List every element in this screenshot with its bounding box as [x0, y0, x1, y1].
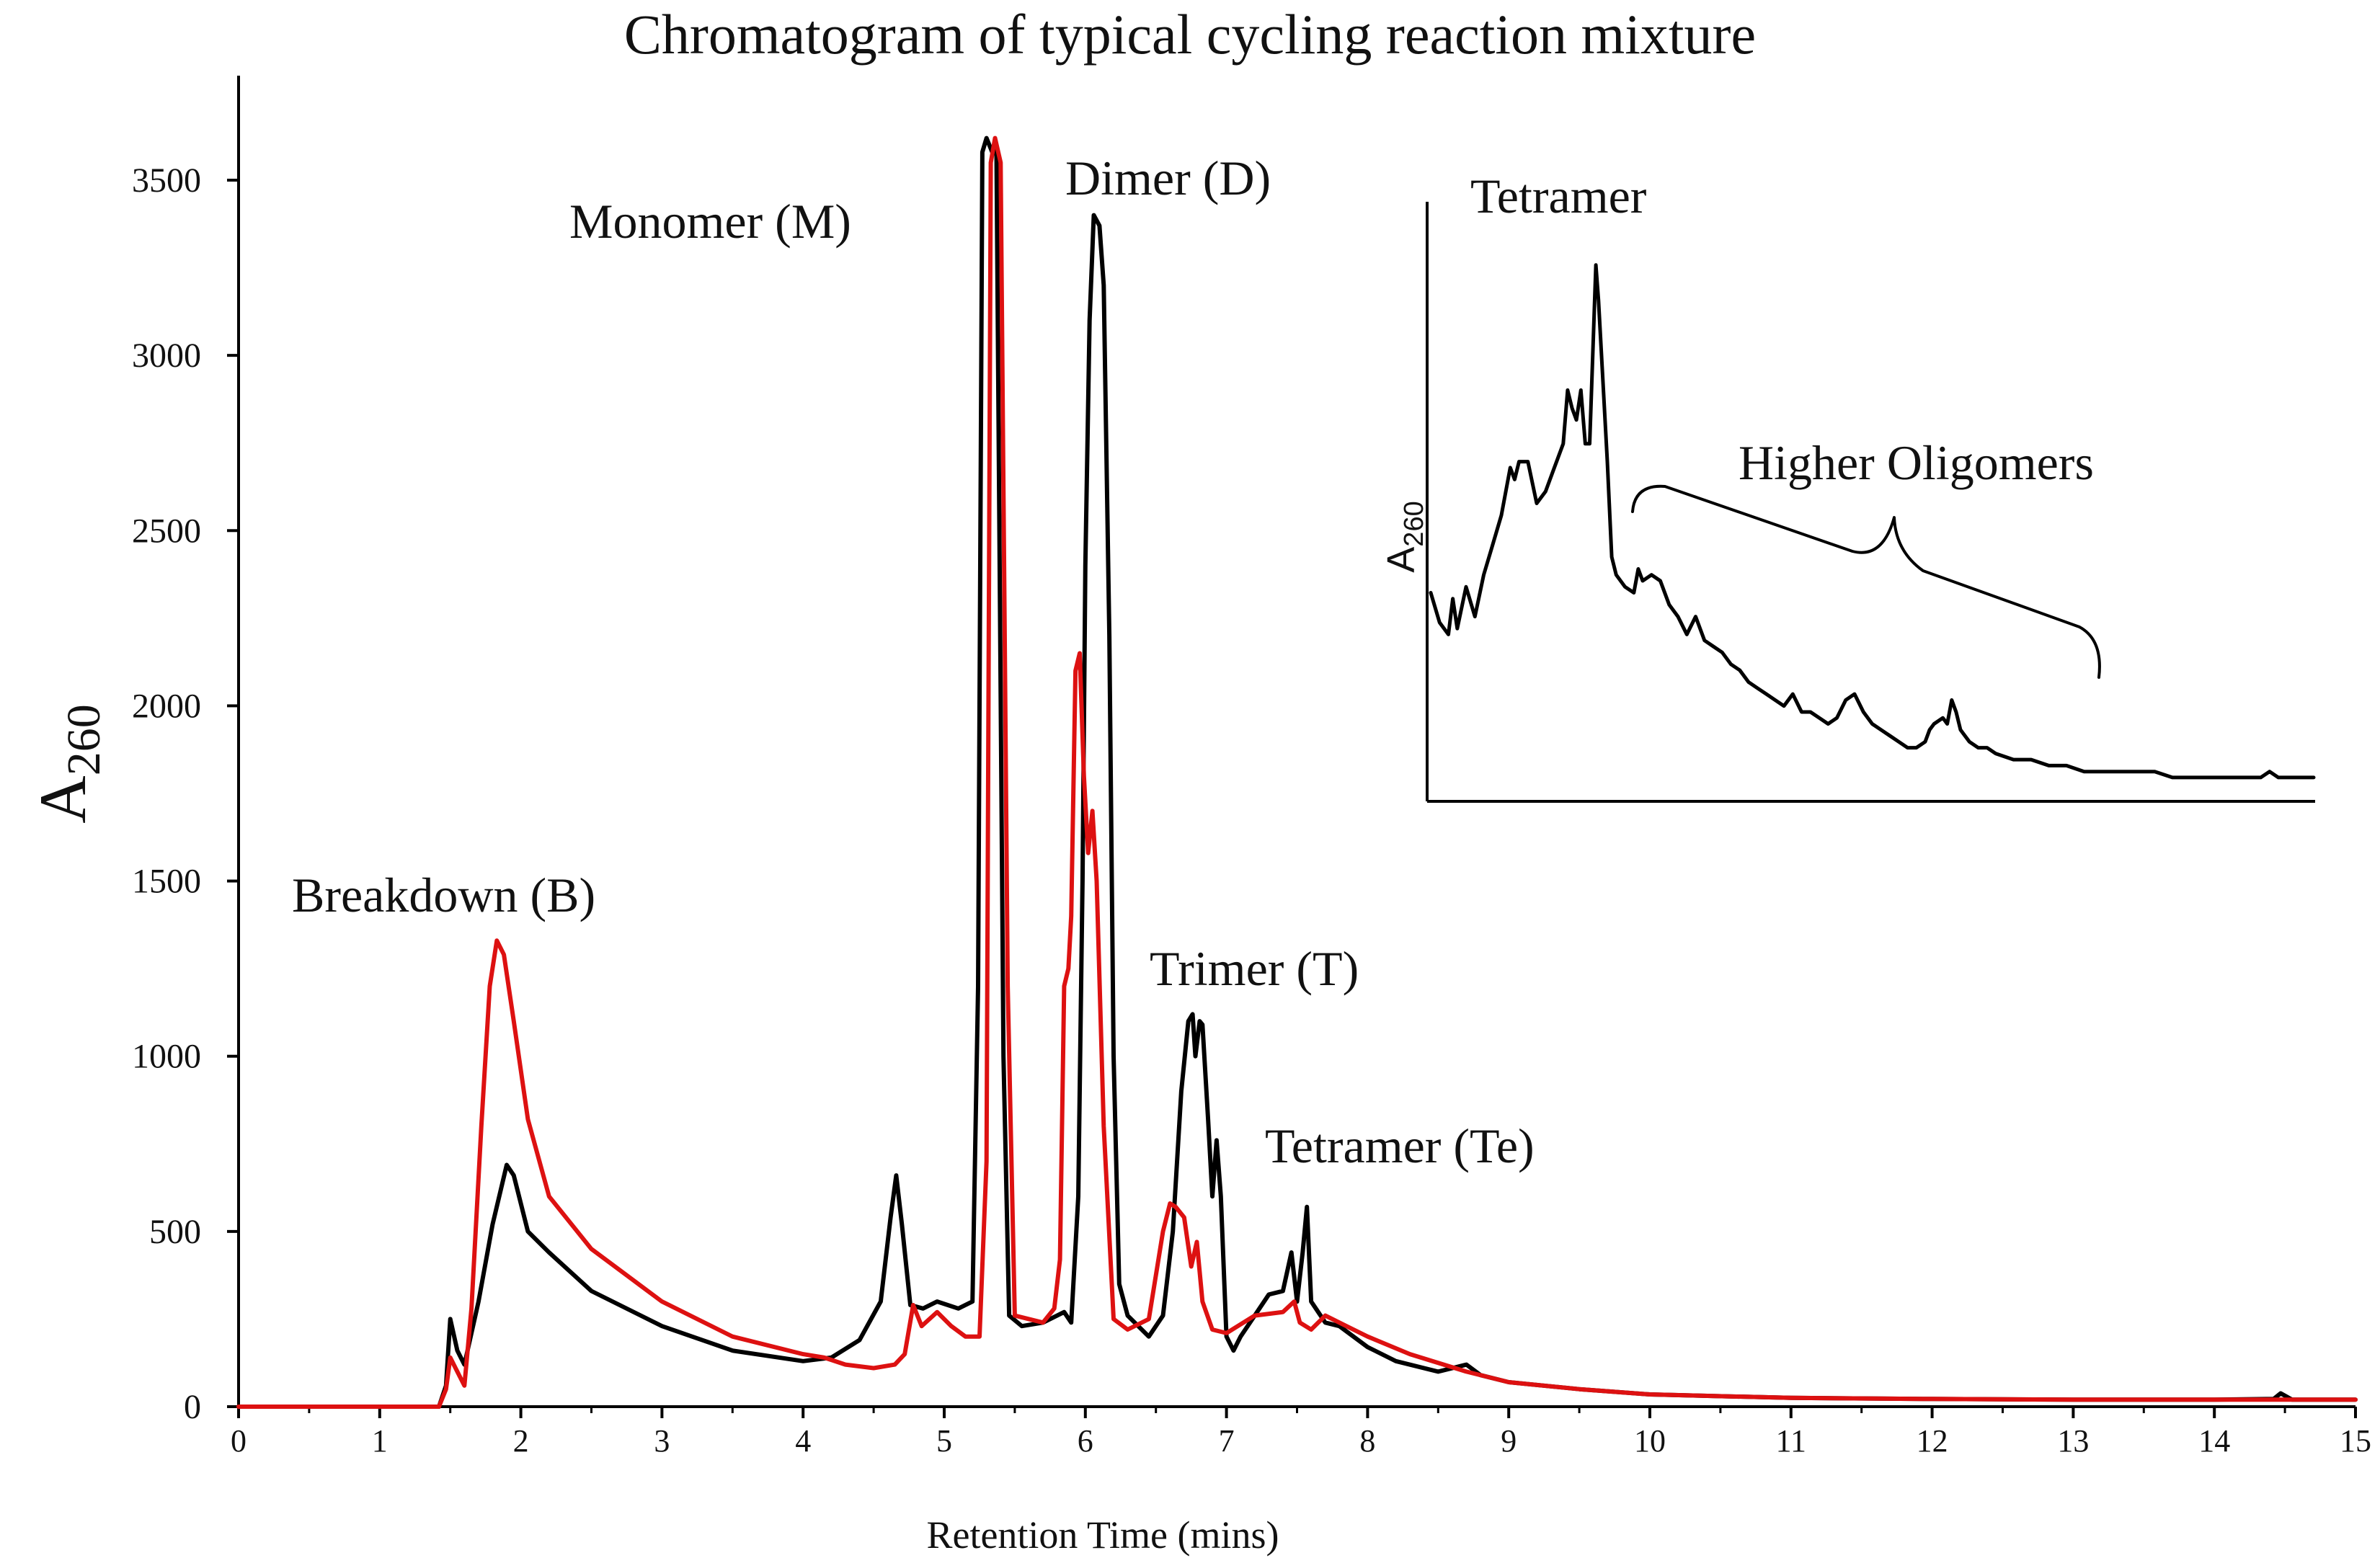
y-tick-label: 1000 — [132, 1038, 201, 1076]
inset-series-line — [1429, 263, 2316, 780]
label-breakdown: Breakdown (B) — [292, 868, 595, 922]
x-tick-label: 8 — [1359, 1423, 1375, 1459]
x-tick-label: 5 — [936, 1423, 952, 1459]
x-tick-label: 15 — [2340, 1423, 2371, 1459]
label-monomer: Monomer (M) — [569, 194, 851, 249]
x-tick-label: 7 — [1219, 1423, 1235, 1459]
x-tick-label: 0 — [231, 1423, 247, 1459]
y-axis-label: A260 — [26, 704, 110, 823]
x-tick-label: 1 — [372, 1423, 388, 1459]
inset-label-higher-oligomers: Higher Oligomers — [1739, 435, 2094, 490]
y-tick-label: 1500 — [132, 863, 201, 901]
y-axis-label-main: A — [26, 775, 99, 823]
x-tick-label: 9 — [1501, 1423, 1517, 1459]
y-tick-label: 2000 — [132, 687, 201, 725]
y-tick-label: 500 — [149, 1213, 201, 1251]
x-tick-label: 12 — [1917, 1423, 1948, 1459]
x-tick-label: 11 — [1776, 1423, 1806, 1459]
x-tick-label: 6 — [1078, 1423, 1093, 1459]
label-trimer: Trimer (T) — [1150, 941, 1359, 996]
series-red-line — [236, 135, 2358, 1409]
x-tick-label: 2 — [513, 1423, 529, 1459]
x-ticks: 0 1 2 3 4 5 6 7 8 9 10 11 12 13 14 15 — [231, 1407, 2371, 1459]
x-tick-label: 13 — [2057, 1423, 2089, 1459]
y-tick-label: 0 — [184, 1388, 201, 1426]
inset-y-label-sub: 260 — [1399, 501, 1429, 546]
inset-y-label-main: A — [1380, 547, 1423, 573]
label-dimer: Dimer (D) — [1065, 151, 1271, 205]
x-tick-label: 4 — [795, 1423, 811, 1459]
y-ticks: 0 500 1000 1500 2000 2500 3000 3500 — [132, 161, 239, 1426]
inset-label-tetramer: Tetramer — [1470, 169, 1647, 223]
y-axis-label-sub: 260 — [58, 704, 110, 775]
y-tick-label: 2500 — [132, 512, 201, 550]
inset-y-axis-label: A260 — [1380, 501, 1429, 572]
x-axis-label: Retention Time (mins) — [926, 1513, 1279, 1557]
y-tick-label: 3000 — [132, 337, 201, 375]
inset-chart: A260 Tetramer Higher Oligomers — [1380, 169, 2316, 803]
x-tick-label: 10 — [1634, 1423, 1666, 1459]
label-tetramer: Tetramer (Te) — [1265, 1118, 1535, 1173]
x-tick-label: 3 — [654, 1423, 670, 1459]
y-tick-label: 3500 — [132, 161, 201, 200]
higher-oligomers-brace — [1631, 484, 2101, 679]
series-black-line — [236, 135, 2358, 1409]
chart-title: Chromatogram of typical cycling reaction… — [624, 3, 1756, 66]
x-tick-label: 14 — [2198, 1423, 2230, 1459]
